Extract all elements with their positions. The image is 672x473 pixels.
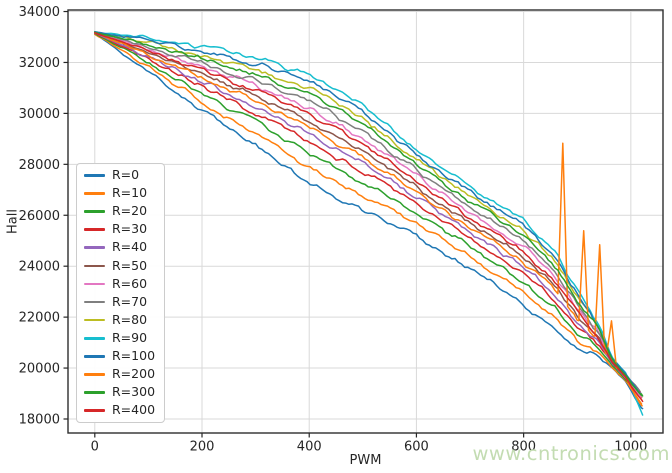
legend-item-R=20: R=20 — [84, 205, 157, 218]
y-tick-label: 26000 — [19, 209, 60, 224]
y-tick-label: 30000 — [19, 107, 60, 122]
legend-swatch-R=10 — [84, 192, 105, 195]
series-line-R=200 — [94, 31, 643, 407]
series-line-R=30 — [94, 32, 643, 399]
legend-item-R=90: R=90 — [84, 329, 157, 345]
legend-label: R=100 — [112, 348, 156, 364]
y-tick-label: 22000 — [19, 311, 60, 326]
legend-label: R=0 — [112, 167, 140, 182]
legend-label: R=300 — [112, 384, 156, 400]
legend-swatch-R=0 — [84, 173, 105, 177]
legend-item-R=200: R=200 — [84, 368, 157, 381]
series-lines — [94, 30, 644, 416]
legend-swatch-R=200 — [84, 373, 105, 376]
legend-item-R=50: R=50 — [84, 257, 157, 273]
series-line-R=60 — [94, 31, 642, 399]
gridlines — [68, 10, 663, 433]
legend-label: R=80 — [112, 311, 148, 327]
series-line-R=90 — [94, 31, 644, 416]
legend-label: R=10 — [112, 185, 148, 201]
y-axis-label: Hall — [5, 209, 21, 234]
x-axis-label: PWM — [349, 453, 382, 468]
legend-swatch-R=70 — [84, 300, 105, 304]
series-line-R=300 — [94, 31, 643, 397]
legend-item-R=400: R=400 — [84, 404, 157, 417]
legend-label: R=90 — [112, 329, 148, 345]
x-tick-label: 800 — [511, 440, 536, 455]
x-tick-label: 1000 — [614, 440, 647, 455]
legend: R=0 R=10 R=20 R=30 R=40 R=50 R=60 R=70 R=80 R=90 R… — [76, 163, 165, 423]
legend-label: R=70 — [112, 293, 148, 309]
x-tick-label: 0 — [91, 440, 99, 455]
y-tick-label: 28000 — [19, 158, 60, 173]
y-tick-label: 32000 — [19, 56, 60, 71]
legend-swatch-R=300 — [84, 391, 105, 394]
series-line-R=40 — [94, 32, 642, 394]
y-tick-label: 24000 — [19, 260, 60, 275]
legend-item-R=300: R=300 — [84, 386, 157, 399]
series-line-R=100 — [94, 31, 642, 396]
legend-label: R=200 — [112, 366, 156, 382]
legend-label: R=50 — [112, 257, 148, 273]
legend-label: R=40 — [112, 239, 148, 255]
x-tick-label: 200 — [190, 440, 215, 455]
legend-item-R=0: R=0 — [84, 167, 157, 182]
series-line-R=70 — [94, 30, 641, 392]
plot-border — [67, 9, 664, 434]
series-line-R=400 — [94, 32, 644, 403]
y-tick-label: 20000 — [19, 362, 60, 377]
legend-swatch-R=30 — [84, 228, 105, 231]
legend-swatch-R=40 — [84, 246, 105, 249]
x-tick-label: 400 — [297, 440, 322, 455]
legend-item-R=40: R=40 — [84, 241, 157, 254]
legend-label: R=400 — [112, 402, 156, 418]
legend-swatch-R=80 — [84, 318, 105, 322]
legend-label: R=30 — [112, 221, 148, 237]
x-tick-label: 600 — [404, 440, 429, 455]
y-tick-label: 34000 — [19, 5, 60, 20]
legend-swatch-R=20 — [84, 210, 105, 213]
legend-item-R=60: R=60 — [84, 275, 157, 291]
legend-item-R=100: R=100 — [84, 350, 157, 363]
series-line-R=20 — [94, 32, 644, 397]
legend-label: R=60 — [112, 275, 148, 291]
legend-swatch-R=400 — [84, 409, 105, 412]
y-tick-label: 18000 — [19, 412, 60, 427]
series-line-R=0 — [94, 33, 644, 410]
legend-item-R=30: R=30 — [84, 223, 157, 236]
legend-label: R=20 — [112, 203, 148, 219]
legend-swatch-R=60 — [84, 282, 105, 286]
series-line-R=80 — [94, 32, 640, 394]
legend-swatch-R=50 — [84, 264, 105, 268]
legend-item-R=10: R=10 — [84, 187, 157, 200]
legend-swatch-R=90 — [84, 336, 105, 340]
series-line-R=50 — [94, 32, 641, 393]
legend-swatch-R=100 — [84, 355, 105, 358]
series-line-R=10 — [94, 33, 643, 405]
axis-ticks: 0 200 400 600 800 1000 18000 20000 22000 24000 260… — [19, 5, 648, 454]
legend-item-R=70: R=70 — [84, 293, 157, 309]
legend-item-R=80: R=80 — [84, 311, 157, 327]
